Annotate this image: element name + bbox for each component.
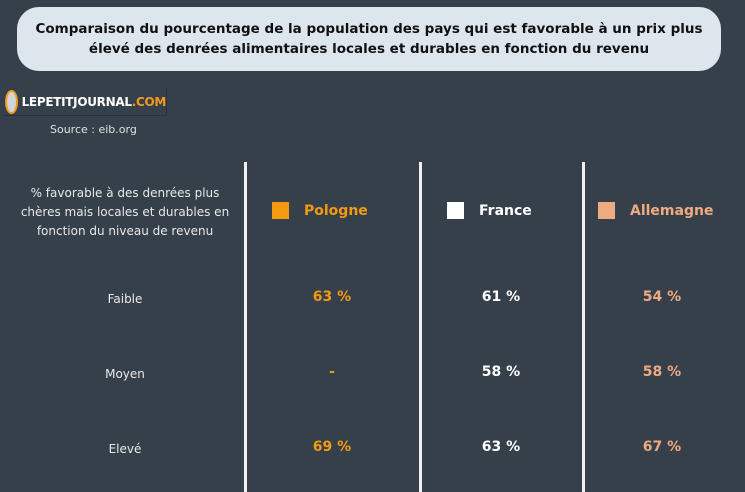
- legend-swatch: [447, 202, 464, 219]
- row-label-faible: Faible: [107, 292, 143, 306]
- value-cell: 63 %: [312, 289, 352, 305]
- row-header: % favorable à des denrées plus chères ma…: [20, 186, 230, 238]
- row-label-eleve: Elevé: [108, 442, 142, 456]
- logo-icon: [5, 90, 18, 114]
- chart-title: Comparaison du pourcentage de la populat…: [17, 7, 721, 71]
- value-cell: 54 %: [642, 289, 682, 305]
- divider: [582, 162, 585, 492]
- value-cell: 58 %: [642, 364, 682, 380]
- value-cell: 69 %: [312, 439, 352, 455]
- legend-label: Allemagne: [630, 202, 714, 219]
- source: Source : eib.org: [50, 123, 137, 136]
- row-label-moyen: Moyen: [105, 367, 145, 381]
- logo: LEPETITJOURNAL.COM: [5, 89, 167, 116]
- divider: [419, 162, 422, 492]
- divider: [244, 162, 247, 492]
- legend-swatch: [272, 202, 289, 219]
- value-cell: 63 %: [481, 439, 521, 455]
- title-text: Comparaison du pourcentage de la populat…: [35, 21, 703, 57]
- legend-label: France: [479, 202, 532, 219]
- legend-pologne: Pologne: [272, 202, 368, 219]
- legend-allemagne: Allemagne: [598, 202, 713, 219]
- legend-swatch: [598, 202, 615, 219]
- legend-france: France: [447, 202, 532, 219]
- value-cell: 61 %: [481, 289, 521, 305]
- legend-label: Pologne: [304, 202, 368, 219]
- value-cell: -: [329, 364, 335, 380]
- logo-text: LEPETITJOURNAL.COM: [21, 95, 167, 109]
- value-cell: 58 %: [481, 364, 521, 380]
- value-cell: 67 %: [642, 439, 682, 455]
